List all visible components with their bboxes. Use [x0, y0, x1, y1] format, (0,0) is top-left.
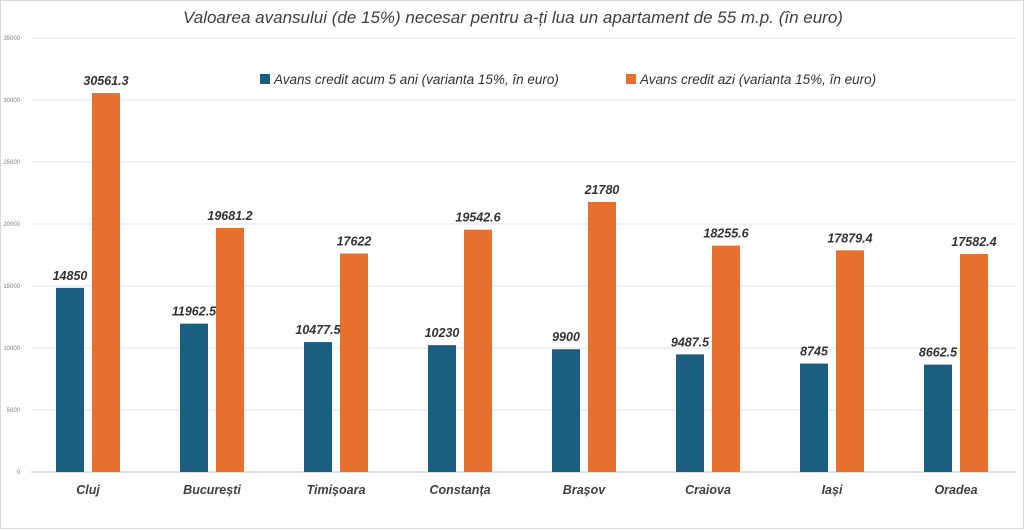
data-label: 19542.6	[455, 211, 501, 225]
x-axis: Cluj București Timișoara Constanța Brașov Cra…	[76, 483, 977, 497]
bar-series-2	[588, 201, 616, 473]
bar-series-2	[712, 245, 740, 472]
x-tick-label: București	[183, 483, 241, 497]
y-tick-label: 35000	[3, 36, 20, 42]
bar-series-1	[800, 363, 828, 472]
data-label: 10477.5	[295, 323, 341, 337]
bar-series-1	[56, 287, 84, 472]
legend: Avans credit acum 5 ani (varianta 15%, î…	[260, 72, 876, 87]
y-tick-label: 0	[17, 470, 21, 476]
data-label: 8662.5	[919, 346, 958, 360]
legend-swatch-series-2	[626, 74, 636, 84]
y-tick-label: 30000	[3, 98, 20, 104]
data-label: 10230	[425, 326, 460, 340]
bars	[56, 93, 988, 473]
data-label: 17582.4	[951, 235, 996, 249]
y-axis: 0 5000 10000 15000 20000 25000 30000 35000	[3, 36, 20, 476]
data-label: 11962.5	[172, 305, 217, 319]
data-label: 21780	[584, 183, 620, 197]
data-label: 30561.3	[83, 74, 128, 88]
bar-series-1	[180, 323, 208, 472]
x-tick-label: Craiova	[685, 483, 731, 497]
data-label: 9487.5	[671, 335, 710, 349]
x-tick-label: Timișoara	[307, 483, 366, 497]
legend-swatch-series-1	[260, 74, 270, 84]
x-tick-label: Brașov	[563, 483, 606, 497]
bar-series-2	[216, 227, 244, 472]
x-tick-label: Oradea	[934, 483, 977, 497]
data-label: 19681.2	[207, 209, 252, 223]
bar-series-1	[676, 354, 704, 472]
x-tick-label: Iași	[822, 483, 843, 497]
bar-series-1	[924, 364, 952, 472]
data-label: 8745	[800, 345, 829, 359]
bar-series-2	[960, 253, 988, 472]
bar-series-2	[92, 93, 120, 472]
data-label: 17622	[337, 234, 372, 248]
data-label: 9900	[552, 330, 580, 344]
legend-label-series-1: Avans credit acum 5 ani (varianta 15%, î…	[273, 72, 559, 87]
bar-series-2	[464, 229, 492, 472]
x-tick-label: Cluj	[76, 483, 100, 497]
data-label: 14850	[53, 269, 88, 283]
bar-series-2	[836, 250, 864, 472]
y-tick-label: 10000	[3, 346, 20, 352]
data-label: 17879.4	[827, 231, 872, 245]
x-tick-label: Constanța	[429, 483, 490, 497]
legend-label-series-2: Avans credit azi (varianta 15%, în euro)	[639, 72, 876, 87]
y-tick-label: 20000	[3, 222, 20, 228]
chart-title: Valoarea avansului (de 15%) necesar pent…	[183, 8, 843, 27]
y-tick-label: 25000	[3, 160, 20, 166]
bar-series-2	[340, 253, 368, 472]
y-tick-label: 5000	[7, 408, 21, 414]
data-label: 18255.6	[703, 227, 749, 241]
bar-series-1	[552, 349, 580, 472]
bar-series-1	[428, 345, 456, 472]
gridlines	[31, 37, 1016, 473]
data-labels: 14850 30561.3 11962.5 19681.2 10477.5 17622 10…	[53, 74, 997, 360]
y-tick-label: 15000	[3, 284, 20, 290]
bar-series-1	[304, 342, 332, 472]
